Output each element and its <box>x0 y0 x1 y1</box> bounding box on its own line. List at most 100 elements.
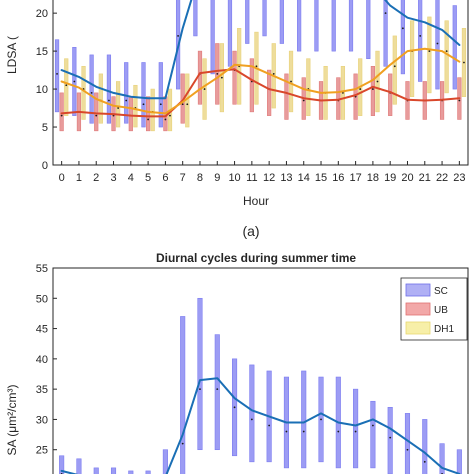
median-dot-ub-hour-14 <box>302 99 305 102</box>
box-sc-hour-9 <box>210 0 215 75</box>
median-dot-ub-hour-2 <box>95 114 98 117</box>
box-sc-hour-23 <box>456 449 462 474</box>
median-dot-sc-hour-19 <box>384 12 387 15</box>
box-sc-hour-4 <box>124 62 129 124</box>
chart-a-x-axis-label: Hour <box>243 194 269 208</box>
line-sc <box>60 377 461 474</box>
chart-b-title: Diurnal cycles during summer time <box>156 251 356 265</box>
y-tick-label-50: 50 <box>36 293 48 305</box>
box-sc-hour-3 <box>110 467 117 474</box>
box-sc-hour-4 <box>128 470 134 474</box>
median-dot-dh1-hour-23 <box>463 61 465 64</box>
y-tick-label-10: 10 <box>36 84 48 96</box>
chart-a-caption: (a) <box>242 223 259 239</box>
line-ub <box>60 68 461 118</box>
median-dot-sc-hour-11 <box>250 418 253 421</box>
box-sc-hour-6 <box>162 449 168 474</box>
box-dh1-hour-14 <box>306 58 311 116</box>
box-sc-hour-21 <box>418 0 423 82</box>
median-dot-sc-hour-6 <box>159 103 162 106</box>
median-dot-sc-hour-19 <box>389 436 392 439</box>
legend-label-dh1: DH1 <box>434 324 454 335</box>
median-dot-dh1-hour-9 <box>220 76 223 79</box>
box-sc-hour-12 <box>262 0 267 37</box>
median-dot-dh1-hour-16 <box>342 91 344 94</box>
median-dot-sc-hour-2 <box>90 91 93 94</box>
legend-swatch-sc <box>405 283 431 297</box>
median-dot-dh1-hour-11 <box>255 65 258 68</box>
x-tick-label-19: 19 <box>384 172 396 184</box>
y-tick-label-30: 30 <box>36 414 48 426</box>
x-tick-label-16: 16 <box>332 172 344 184</box>
median-dot-sc-hour-20 <box>401 27 404 30</box>
median-dot-sc-hour-10 <box>233 406 236 409</box>
median-dot-ub-hour-18 <box>371 88 374 90</box>
box-dh1-hour-0 <box>64 58 69 116</box>
x-tick-label-23: 23 <box>453 172 465 184</box>
x-tick-label-11: 11 <box>246 172 257 184</box>
box-ub-hour-5 <box>146 96 151 132</box>
median-dot-dh1-hour-19 <box>393 65 396 68</box>
box-sc-hour-6 <box>158 62 163 128</box>
y-tick-label-55: 55 <box>36 263 48 275</box>
median-dot-dh1-hour-3 <box>117 107 120 109</box>
x-tick-label-8: 8 <box>197 172 203 184</box>
legend-label-ub: UB <box>434 305 448 316</box>
median-dot-dh1-hour-7 <box>186 103 189 106</box>
chart-b-lines <box>60 377 461 474</box>
box-ub-hour-4 <box>128 96 133 132</box>
median-dot-dh1-hour-18 <box>376 80 379 83</box>
median-dot-dh1-hour-22 <box>445 50 448 53</box>
x-tick-label-3: 3 <box>110 172 116 184</box>
box-sc-hour-22 <box>435 0 440 90</box>
median-dot-dh1-hour-17 <box>359 88 362 90</box>
median-dot-dh1-hour-0 <box>65 84 68 87</box>
chart-a-lines <box>60 0 461 118</box>
box-ub-hour-18 <box>370 65 375 116</box>
box-sc-hour-3 <box>106 54 112 124</box>
x-tick-label-4: 4 <box>128 172 134 184</box>
box-ub-hour-10 <box>232 50 237 105</box>
line-dh1 <box>60 47 461 115</box>
box-sc-hour-11 <box>245 0 250 44</box>
x-tick-label-18: 18 <box>367 172 379 184</box>
box-sc-hour-16 <box>331 0 336 52</box>
median-dot-sc-hour-8 <box>199 388 201 391</box>
y-tick-label-0: 0 <box>42 160 48 172</box>
median-dot-sc-hour-1 <box>73 80 76 83</box>
x-tick-label-10: 10 <box>228 172 240 184</box>
box-dh1-hour-5 <box>150 88 155 132</box>
y-tick-label-15: 15 <box>36 46 48 58</box>
box-sc-hour-2 <box>93 467 99 474</box>
box-sc-hour-9 <box>214 334 220 451</box>
median-dot-sc-hour-18 <box>371 424 374 427</box>
median-dot-dh1-hour-21 <box>428 50 431 53</box>
chart-a-boxes <box>54 0 467 132</box>
box-sc-hour-15 <box>314 0 319 52</box>
median-dot-sc-hour-4 <box>125 99 128 102</box>
line-sc <box>60 0 461 100</box>
median-dot-ub-hour-6 <box>164 118 167 121</box>
y-tick-label-5: 5 <box>42 122 48 134</box>
chart-b-ticks: 25 30 35 40 45 50 55 <box>36 263 57 457</box>
x-tick-label-2: 2 <box>93 172 99 184</box>
median-dot-sc-hour-15 <box>320 418 322 421</box>
median-dot-dh1-hour-6 <box>169 114 171 117</box>
median-dot-sc-hour-13 <box>285 430 288 433</box>
x-tick-label-7: 7 <box>180 172 186 184</box>
median-dot-sc-hour-5 <box>142 103 145 106</box>
median-dot-sc-hour-16 <box>337 430 340 433</box>
median-dot-sc-hour-3 <box>108 99 110 102</box>
median-dot-sc-hour-7 <box>181 442 184 445</box>
box-sc-hour-18 <box>366 0 371 60</box>
box-dh1-hour-3 <box>116 81 121 128</box>
median-dot-sc-hour-7 <box>177 35 179 37</box>
box-ub-hour-0 <box>59 92 64 132</box>
median-dot-ub-hour-9 <box>216 72 219 75</box>
legend-label-sc: SC <box>434 286 448 297</box>
x-tick-label-13: 13 <box>280 172 292 184</box>
y-tick-label-40: 40 <box>36 354 48 366</box>
box-dh1-hour-22 <box>444 20 449 94</box>
box-sc-hour-5 <box>145 470 151 474</box>
box-sc-hour-8 <box>197 297 203 451</box>
